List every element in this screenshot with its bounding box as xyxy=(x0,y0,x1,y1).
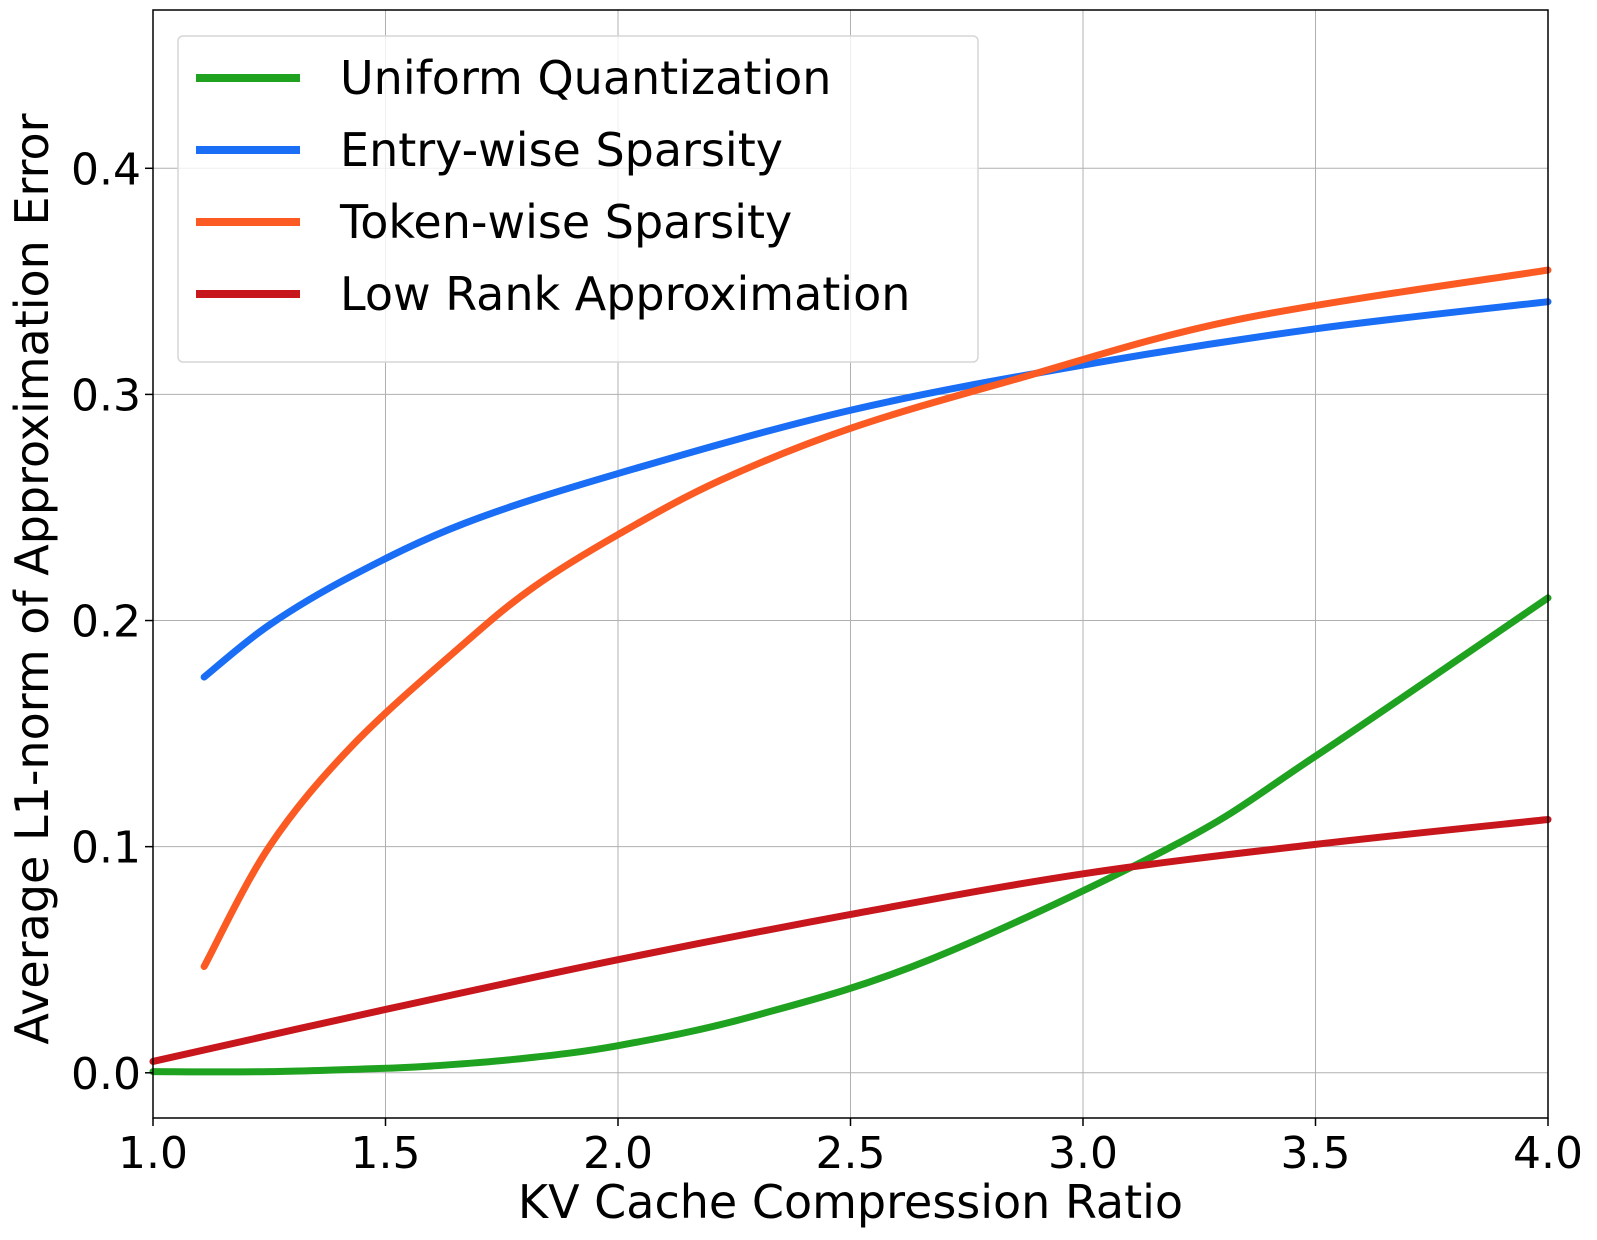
legend: Uniform Quantization Entry-wise Sparsity T… xyxy=(177,35,979,363)
x-tick-label: 2.0 xyxy=(583,1128,653,1179)
legend-box xyxy=(177,35,979,363)
legend-label-token-wise-sparsity: Token-wise Sparsity xyxy=(339,195,792,249)
x-tick-label: 1.5 xyxy=(351,1128,421,1179)
legend-label-entry-wise-sparsity: Entry-wise Sparsity xyxy=(340,123,783,177)
y-tick-label: 0.2 xyxy=(71,597,141,648)
x-tick-label: 1.0 xyxy=(118,1128,188,1179)
y-tick-label: 0.4 xyxy=(71,144,141,195)
x-tick-label: 4.0 xyxy=(1513,1128,1583,1179)
legend-label-uniform-quantization: Uniform Quantization xyxy=(340,51,831,105)
x-tick-label: 3.0 xyxy=(1048,1128,1118,1179)
series-line-uniform-quantization xyxy=(149,594,1552,1076)
series-line-low-rank-approximation xyxy=(149,816,1552,1065)
series-lines xyxy=(149,266,1552,1076)
x-tick-label: 2.5 xyxy=(816,1128,886,1179)
y-axis-label: Average L1-norm of Approximation Error xyxy=(5,113,59,1044)
axis-ticks: 1.0 1.5 2.0 2.5 3.0 3.5 4.0 0.0 0.1 0.2 0.3 0.4 xyxy=(71,144,1583,1179)
series-line-entry-wise-sparsity xyxy=(200,298,1552,681)
y-tick-label: 0.0 xyxy=(71,1049,141,1100)
series-line-token-wise-sparsity xyxy=(200,266,1552,970)
y-tick-label: 0.1 xyxy=(71,823,141,874)
legend-label-low-rank-approximation: Low Rank Approximation xyxy=(340,267,910,321)
y-tick-label: 0.3 xyxy=(71,370,141,421)
x-axis-label: KV Cache Compression Ratio xyxy=(518,1175,1183,1229)
x-tick-label: 3.5 xyxy=(1281,1128,1351,1179)
